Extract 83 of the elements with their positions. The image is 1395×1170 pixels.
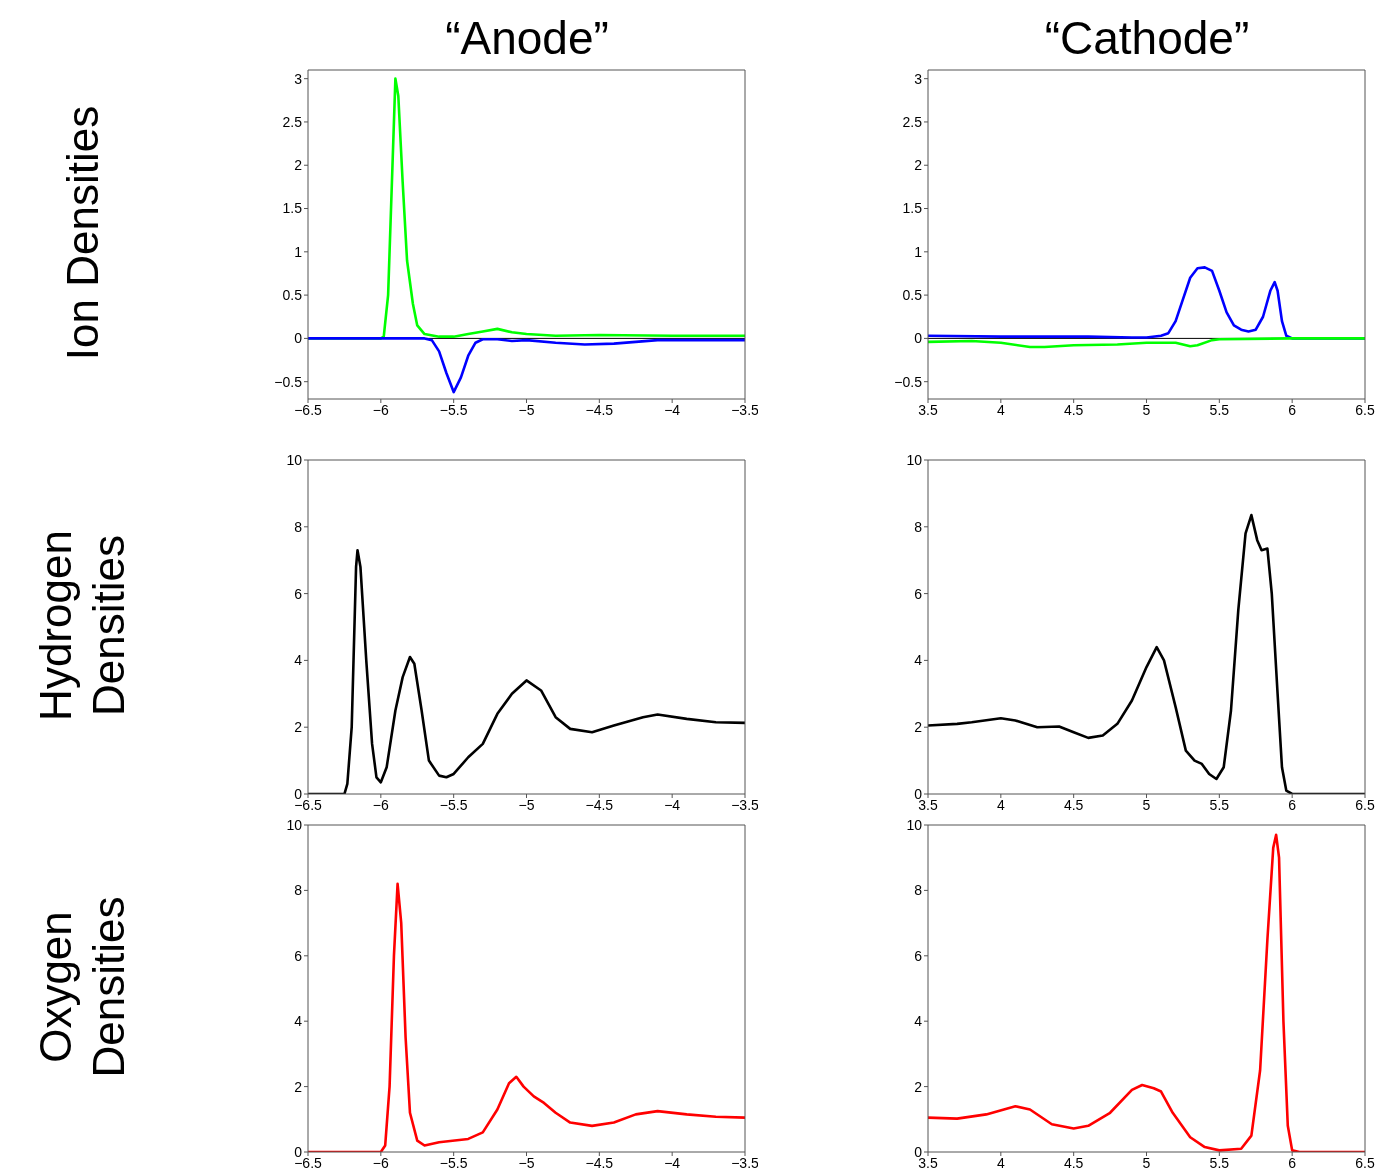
- x-tick-label: −4: [664, 1154, 681, 1170]
- x-tick-label: −6: [372, 796, 390, 813]
- y-tick-label: 2.5: [282, 113, 303, 130]
- chart-title: “Cathode”: [1043, 11, 1251, 65]
- y-tick-label: 2: [914, 719, 923, 736]
- x-tick-label: −5: [518, 796, 535, 813]
- y-tick-label: 0: [294, 330, 303, 347]
- x-tick-label: 4.5: [1063, 1154, 1084, 1170]
- y-tick-label: 8: [294, 518, 303, 535]
- x-tick-label: −6: [372, 401, 390, 418]
- y-tick-label: 2: [294, 1078, 303, 1095]
- x-tick-label: −5.5: [439, 401, 468, 418]
- y-tick-label: 0.5: [282, 287, 303, 304]
- y-tick-label: 3: [294, 70, 303, 87]
- x-tick-label: 6: [1288, 796, 1297, 813]
- x-tick-label: 4: [996, 1154, 1005, 1170]
- x-tick-label: 5.5: [1209, 796, 1230, 813]
- y-axis-title: Oxygen Densities: [30, 895, 134, 1080]
- y-tick-label: 1.5: [282, 200, 303, 217]
- y-tick-label: 2: [294, 719, 303, 736]
- x-tick-label: −4.5: [585, 796, 614, 813]
- x-tick-label: 4.5: [1063, 401, 1084, 418]
- y-tick-label: 10: [906, 451, 923, 468]
- x-tick-label: 6.5: [1355, 796, 1375, 813]
- y-tick-label: 0: [914, 1143, 923, 1160]
- x-tick-label: 3.5: [918, 401, 938, 418]
- x-tick-label: 6.5: [1355, 401, 1375, 418]
- y-tick-label: 2: [294, 157, 303, 174]
- x-tick-label: −6: [372, 1154, 390, 1170]
- y-tick-label: 8: [294, 882, 303, 899]
- x-tick-label: −3.5: [731, 1154, 760, 1170]
- y-tick-label: −0.5: [894, 373, 923, 390]
- y-tick-label: 8: [914, 882, 923, 899]
- x-tick-label: 4: [996, 401, 1005, 418]
- line-series: [308, 337, 745, 394]
- x-tick-label: 5.5: [1209, 401, 1230, 418]
- x-tick-label: −4.5: [585, 401, 614, 418]
- x-tick-label: 4: [996, 796, 1005, 813]
- y-tick-label: 1.5: [902, 200, 923, 217]
- y-tick-label: 2.5: [902, 113, 923, 130]
- y-tick-label: 2: [914, 1078, 923, 1095]
- x-tick-label: 6: [1288, 401, 1297, 418]
- x-tick-label: −4: [664, 796, 681, 813]
- y-axis-title: Ion Densities: [56, 104, 108, 363]
- y-tick-label: 1: [914, 243, 923, 260]
- x-tick-label: 5: [1142, 401, 1151, 418]
- y-tick-label: 10: [286, 451, 303, 468]
- y-tick-label: 10: [286, 816, 303, 833]
- x-tick-label: 4.5: [1063, 796, 1084, 813]
- x-tick-label: −5: [518, 1154, 535, 1170]
- x-tick-label: 5.5: [1209, 1154, 1230, 1170]
- y-axis-title: Hydrogen Densities: [30, 529, 134, 723]
- x-tick-label: −6.5: [294, 401, 323, 418]
- x-tick-label: −3.5: [731, 796, 760, 813]
- y-tick-label: 4: [914, 652, 923, 669]
- y-tick-label: 6: [294, 947, 303, 964]
- y-tick-label: 10: [906, 816, 923, 833]
- x-tick-label: 6: [1288, 1154, 1297, 1170]
- y-tick-label: 6: [914, 947, 923, 964]
- x-tick-label: 5: [1142, 796, 1151, 813]
- x-tick-label: −5.5: [439, 796, 468, 813]
- x-tick-label: −5: [518, 401, 535, 418]
- y-tick-label: 4: [914, 1013, 923, 1030]
- y-tick-label: 6: [914, 585, 923, 602]
- x-tick-label: −5.5: [439, 1154, 468, 1170]
- y-tick-label: 8: [914, 518, 923, 535]
- y-tick-label: 4: [294, 1013, 303, 1030]
- y-tick-label: 1: [294, 243, 303, 260]
- y-tick-label: 6: [294, 585, 303, 602]
- y-tick-label: 4: [294, 652, 303, 669]
- x-tick-label: −4: [664, 401, 681, 418]
- y-tick-label: 0: [914, 330, 923, 347]
- x-tick-label: −4.5: [585, 1154, 614, 1170]
- y-tick-label: 2: [914, 157, 923, 174]
- line-series: [928, 337, 1365, 349]
- x-tick-label: 6.5: [1355, 1154, 1375, 1170]
- y-tick-label: −0.5: [274, 373, 303, 390]
- x-tick-label: 5: [1142, 1154, 1151, 1170]
- x-tick-label: −3.5: [731, 401, 760, 418]
- y-tick-label: 0: [914, 785, 923, 802]
- chart-title: “Anode”: [444, 11, 610, 65]
- y-tick-label: 0.5: [902, 287, 923, 304]
- y-tick-label: 3: [914, 70, 923, 87]
